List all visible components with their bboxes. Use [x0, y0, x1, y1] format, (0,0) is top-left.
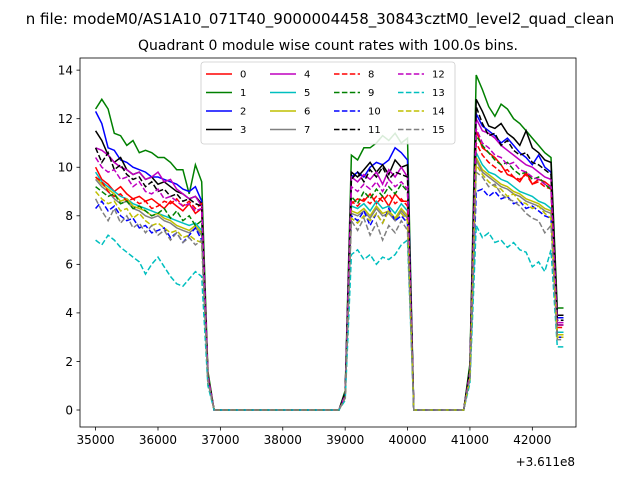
legend-label: 7 — [304, 125, 310, 136]
x-tick-label: 41000 — [451, 433, 489, 447]
series-line-15 — [94, 170, 564, 411]
y-tick-label: 8 — [65, 209, 73, 223]
series-line-12 — [94, 128, 564, 411]
legend-label: 4 — [304, 70, 310, 81]
x-tick-label: 39000 — [326, 433, 364, 447]
legend-label: 11 — [368, 125, 381, 136]
series-line-4 — [95, 118, 564, 411]
legend-label: 12 — [432, 70, 445, 81]
chart-title: Quadrant 0 module wise count rates with … — [138, 38, 518, 54]
y-tick-label: 14 — [58, 63, 73, 77]
x-tick-label: 36000 — [139, 433, 177, 447]
plot-area: 35000 36000 37000 38000 39000 40000 41000 42000… — [58, 57, 577, 447]
figure-suptitle: n file: modeM0/AS1A10_071T40_9000004458_… — [26, 10, 615, 29]
legend-label: 14 — [432, 107, 445, 118]
legend-box — [200, 61, 456, 145]
legend-label: 13 — [432, 88, 445, 99]
x-tick-label: 35000 — [77, 433, 115, 447]
x-axis-offset-label: +3.611e8 — [516, 455, 575, 469]
series-line-10 — [95, 188, 564, 411]
axes-frame — [79, 57, 577, 428]
series-line-3 — [94, 98, 564, 411]
series-lines — [94, 74, 564, 411]
legend-label: 9 — [368, 88, 374, 99]
legend-label: 3 — [240, 125, 246, 136]
legend-label: 0 — [240, 70, 246, 81]
legend-label: 5 — [304, 88, 310, 99]
y-tick-label: 4 — [65, 306, 73, 320]
x-tick-label: 38000 — [264, 433, 302, 447]
y-tick-label: 10 — [58, 161, 73, 175]
x-tick-label: 40000 — [388, 433, 426, 447]
legend-label: 15 — [432, 125, 445, 136]
y-tick-label: 0 — [65, 403, 73, 417]
legend-label: 2 — [240, 107, 246, 118]
x-tick-label: 37000 — [201, 433, 239, 447]
y-tick-label: 6 — [65, 258, 73, 272]
y-tick-label: 12 — [58, 112, 73, 126]
legend-label: 1 — [240, 88, 246, 99]
legend-label: 8 — [368, 70, 374, 81]
series-line-6 — [95, 157, 564, 411]
y-tick-label: 2 — [65, 355, 73, 369]
series-line-9 — [95, 133, 564, 411]
series-line-13 — [95, 222, 564, 411]
legend-label: 6 — [304, 107, 310, 118]
legend-label: 10 — [368, 107, 381, 118]
x-tick-label: 42000 — [513, 433, 551, 447]
